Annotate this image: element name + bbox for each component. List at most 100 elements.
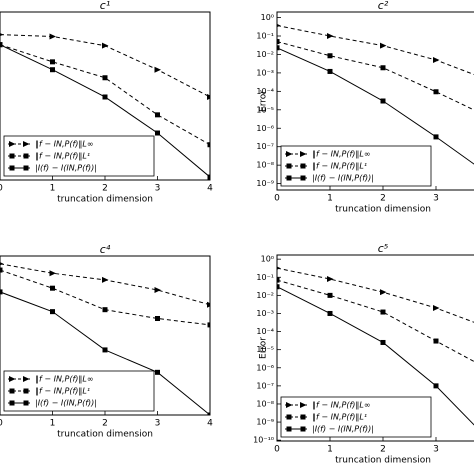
point bbox=[433, 305, 440, 312]
point bbox=[327, 68, 333, 74]
x-tick-label: 0 bbox=[0, 184, 3, 194]
point bbox=[380, 42, 387, 49]
point bbox=[0, 262, 4, 266]
point bbox=[50, 59, 55, 65]
panel: c¹ truncation dimension 0 1 2 3 4 ‖f − IN,P(f)‖… bbox=[0, 0, 213, 205]
y-tick-label: 10⁻¹ bbox=[256, 273, 274, 282]
x-tick-label: 3 bbox=[433, 194, 439, 204]
point bbox=[433, 134, 439, 140]
series-line bbox=[277, 41, 474, 111]
x-axis-label: truncation dimension bbox=[57, 430, 153, 440]
point bbox=[155, 130, 160, 136]
legend-marker bbox=[286, 151, 293, 157]
legend-marker bbox=[9, 165, 15, 171]
point bbox=[50, 309, 55, 315]
y-tick-label: 10⁻⁷ bbox=[256, 381, 274, 390]
point bbox=[327, 292, 333, 298]
series-line bbox=[0, 34, 210, 98]
point bbox=[155, 316, 160, 322]
legend-marker bbox=[23, 376, 30, 382]
series-line bbox=[277, 25, 474, 76]
y-tick-label: 10⁻² bbox=[256, 291, 274, 300]
point bbox=[433, 338, 439, 344]
legend-label: ‖f − IN,P(f)‖L¹ bbox=[35, 387, 90, 396]
point bbox=[155, 369, 160, 375]
x-tick-label: 4 bbox=[207, 419, 213, 429]
y-tick-label: 10⁻¹ bbox=[256, 32, 274, 41]
legend-marker bbox=[286, 175, 292, 181]
y-tick-label: 10⁻⁸ bbox=[256, 161, 274, 170]
x-tick-label: 1 bbox=[50, 184, 56, 194]
point bbox=[380, 339, 386, 345]
y-tick-label: 10⁻⁶ bbox=[256, 124, 274, 133]
x-tick-label: 1 bbox=[327, 445, 333, 455]
point bbox=[207, 412, 210, 415]
y-tick-label: 10⁻⁵ bbox=[256, 105, 274, 114]
y-tick-label: 10⁻⁵ bbox=[256, 345, 274, 354]
y-tick-label: 10⁻⁴ bbox=[256, 87, 274, 96]
legend-label: ‖f − IN,P(f)‖L∞ bbox=[35, 140, 94, 149]
series-line bbox=[277, 267, 474, 323]
point bbox=[277, 266, 281, 270]
legend-marker bbox=[23, 400, 29, 406]
legend-marker bbox=[9, 376, 16, 382]
point bbox=[277, 45, 280, 51]
point bbox=[49, 33, 56, 40]
legend: ‖f − IN,P(f)‖L∞ ‖f − IN,P(f)‖L¹ |I(f) − I(… bbox=[3, 370, 155, 412]
plot-area bbox=[277, 266, 474, 426]
point bbox=[154, 66, 161, 73]
y-tick-label: 10⁻² bbox=[256, 50, 274, 59]
legend-marker bbox=[23, 153, 29, 159]
point bbox=[0, 289, 3, 295]
legend-marker bbox=[286, 426, 292, 432]
point bbox=[0, 42, 3, 48]
y-tick-label: 10⁻⁹ bbox=[256, 179, 274, 188]
plot-area bbox=[0, 32, 210, 180]
series-line bbox=[0, 44, 210, 146]
point bbox=[102, 42, 109, 49]
point bbox=[0, 32, 4, 37]
x-axis-label: truncation dimension bbox=[335, 205, 431, 215]
panel: c⁴ truncation dimension 0 1 2 3 4 ‖f − IN,P(f)‖… bbox=[0, 243, 213, 440]
y-tick-label: 10⁻⁷ bbox=[256, 142, 274, 151]
chart-title: c² bbox=[378, 0, 389, 12]
point bbox=[380, 98, 386, 104]
legend-label: ‖f − IN,P(f)‖L∞ bbox=[312, 401, 371, 410]
y-axis-label: Error bbox=[259, 90, 269, 112]
x-tick-label: 0 bbox=[274, 194, 280, 204]
x-axis-label: truncation dimension bbox=[335, 456, 431, 466]
point bbox=[102, 94, 108, 100]
series-line bbox=[0, 263, 210, 306]
legend-label: ‖f − IN,P(f)‖L¹ bbox=[35, 152, 90, 161]
y-tick-label: 10⁻¹⁰ bbox=[253, 436, 274, 445]
point bbox=[207, 174, 210, 180]
series-line bbox=[277, 279, 474, 363]
legend-marker bbox=[23, 388, 29, 394]
point bbox=[277, 284, 280, 290]
point bbox=[380, 65, 386, 71]
x-axis-label: truncation dimension bbox=[57, 195, 153, 205]
x-tick-label: 3 bbox=[433, 445, 439, 455]
point bbox=[49, 270, 56, 277]
legend-label: ‖f − IN,P(f)‖L∞ bbox=[35, 375, 94, 384]
x-tick-label: 1 bbox=[50, 419, 56, 429]
point bbox=[207, 142, 210, 148]
legend-marker bbox=[9, 141, 16, 147]
legend-label: |I(f) − I(IN,P(f))| bbox=[35, 399, 97, 408]
legend: ‖f − IN,P(f)‖L∞ ‖f − IN,P(f)‖L¹ |I(f) − I(… bbox=[280, 396, 432, 438]
point bbox=[102, 276, 109, 283]
legend: ‖f − IN,P(f)‖L∞ ‖f − IN,P(f)‖L¹ |I(f) − I(… bbox=[3, 135, 155, 177]
axes-frame bbox=[276, 11, 474, 191]
legend-label: ‖f − IN,P(f)‖L¹ bbox=[312, 162, 367, 171]
x-tick-label: 3 bbox=[155, 184, 161, 194]
point bbox=[102, 347, 108, 353]
point bbox=[433, 89, 439, 95]
y-tick-label: 10⁻³ bbox=[256, 309, 274, 318]
point bbox=[380, 309, 386, 315]
legend-marker bbox=[23, 141, 30, 147]
x-tick-label: 3 bbox=[155, 419, 161, 429]
x-tick-label: 0 bbox=[0, 419, 3, 429]
